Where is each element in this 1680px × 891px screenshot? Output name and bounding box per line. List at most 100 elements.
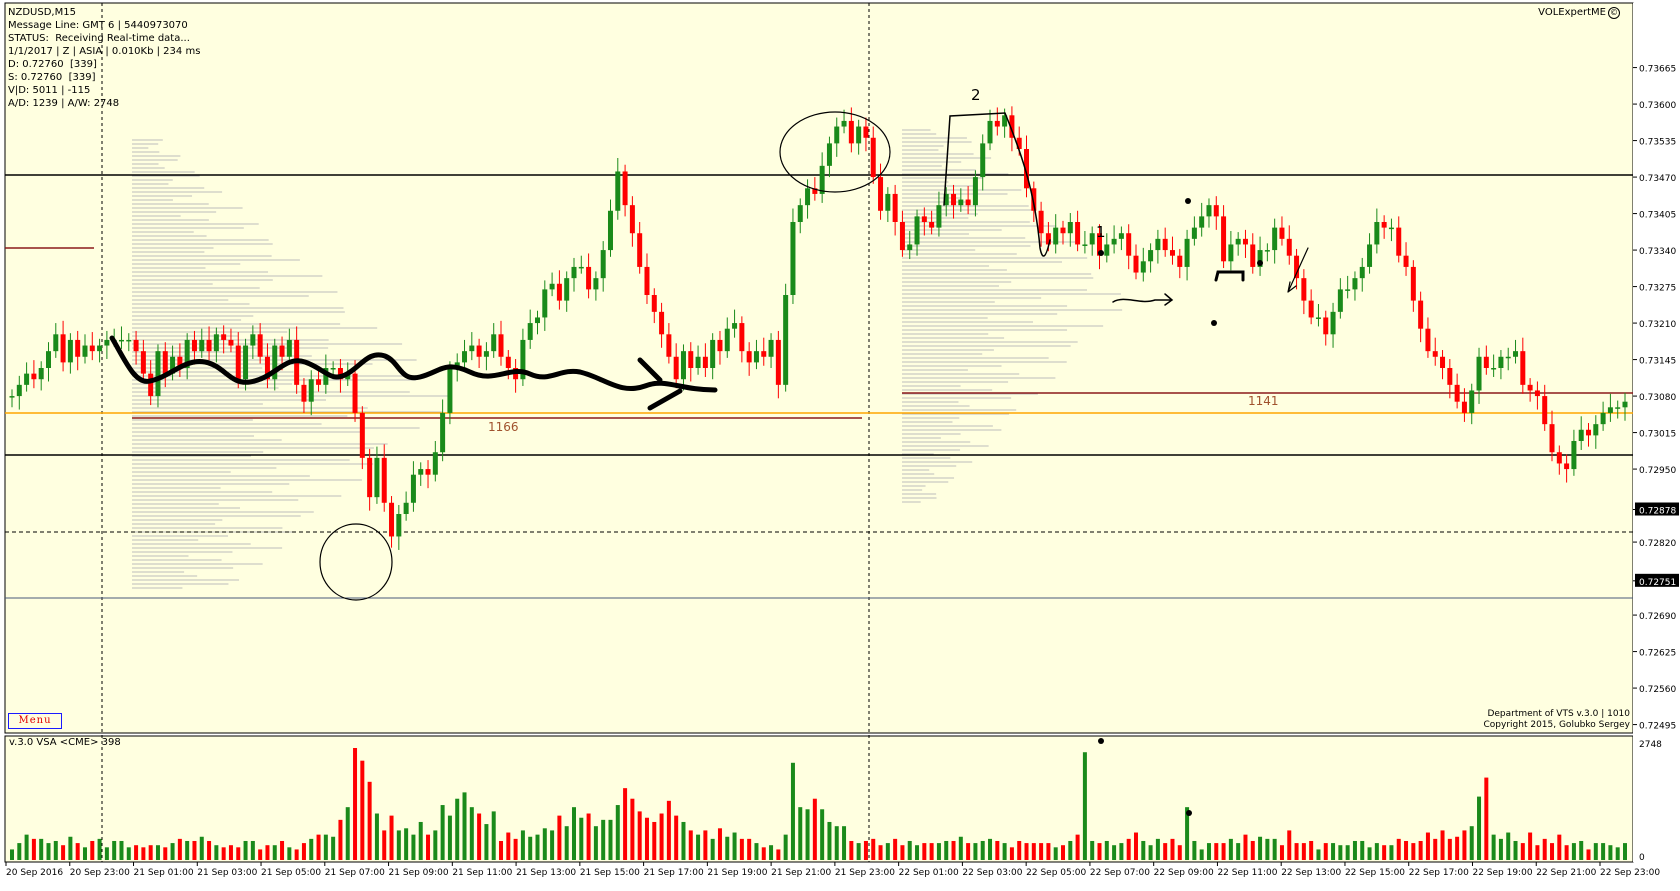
volume-bar [477,813,482,860]
volume-bar [1272,838,1277,860]
volume-bar [462,792,467,860]
price-tick-label: 0.73470 [1639,174,1676,184]
candle-body [644,266,650,295]
candle-body [1418,300,1424,329]
candle-body [1461,401,1467,413]
candle-body [264,356,270,380]
volume-bar [732,832,737,860]
candle [1162,227,1168,257]
candle-body [1345,289,1351,291]
candle [359,406,365,470]
candle [418,462,424,486]
candle-body [1410,266,1416,301]
candle-body [425,469,431,475]
candle-body [629,205,635,234]
price-tick-label: 0.73275 [1639,284,1676,294]
volume-bar [790,762,795,860]
candle-body [936,205,942,228]
volume-bar [1367,847,1372,860]
candle-body [1352,278,1358,290]
candle-body [31,373,37,380]
candle [578,255,584,274]
candle-body [206,339,212,352]
volume-bar [1323,843,1328,860]
candle [666,323,672,364]
candle [213,327,219,363]
volume-bar [1287,830,1292,860]
candle-body [1615,407,1621,409]
volume-bar [747,838,752,860]
candle [1242,229,1248,258]
volume-bar [309,838,314,860]
candle-body [316,379,322,385]
volume-bar [1389,845,1394,860]
candle [410,461,416,512]
candle [381,444,387,512]
volume-bar [39,838,44,860]
candle-body [819,165,825,194]
candle [1148,243,1154,273]
candle-body [666,334,672,357]
candle-body [1498,356,1504,368]
volume-bar [1623,843,1627,860]
candle [724,317,730,358]
candle-body [1031,188,1037,211]
symbol-line: NZDUSD,M15 [8,7,76,18]
time-tick-label: 21 Sep 05:00 [261,868,321,878]
menu-button[interactable]: Menu [8,713,62,729]
candle-body [228,339,234,346]
candle-body [907,244,913,251]
volume-bar [513,838,518,860]
time-tick-label: 21 Sep 19:00 [707,868,767,878]
candle-body [1600,412,1606,425]
candle-body [753,351,759,363]
candle-body [987,120,993,144]
candle-body [1359,266,1365,279]
volume-bar [389,815,394,860]
candle-body [1301,278,1307,301]
volume-bar [601,819,606,860]
candle [1096,224,1102,270]
volume-bar [301,843,306,860]
volume-bar [345,807,350,860]
candle-body [9,396,15,398]
volume-bar [929,843,934,860]
volume-bar [1119,843,1124,860]
candle-body [38,368,44,380]
candle-body [556,283,562,301]
volume-bar [550,830,555,860]
volume-bar [134,845,139,860]
volume-bar [177,838,182,860]
candle-body [1308,300,1314,318]
volume-bar [1046,843,1051,860]
volume-bar [214,845,219,860]
candle [1053,214,1059,254]
volume-bar [1513,840,1518,860]
candle-body [1586,429,1592,436]
volume-bar [1506,832,1511,860]
copyright-circle-icon: © [1608,7,1620,19]
candle [24,362,30,392]
candle [826,136,832,178]
volume-bar [586,813,591,860]
candle [9,389,15,408]
price-marker-bg [1635,502,1679,516]
candle [746,342,752,376]
candle [45,342,51,382]
candle [1556,445,1562,475]
candle [118,326,124,349]
candle [841,109,847,134]
candle [732,309,738,338]
volume-bar [754,843,759,860]
volume-bar [82,847,87,860]
annotation-1: 1 [1096,223,1106,241]
candle-body [1388,227,1394,230]
candle-body [1162,238,1168,251]
candle [1060,220,1066,245]
arrow-small [1112,293,1174,306]
candle [221,325,227,354]
candle-body [403,502,409,514]
candle-body [1133,255,1139,273]
volume-bar [725,836,730,860]
candle-body [301,384,307,402]
